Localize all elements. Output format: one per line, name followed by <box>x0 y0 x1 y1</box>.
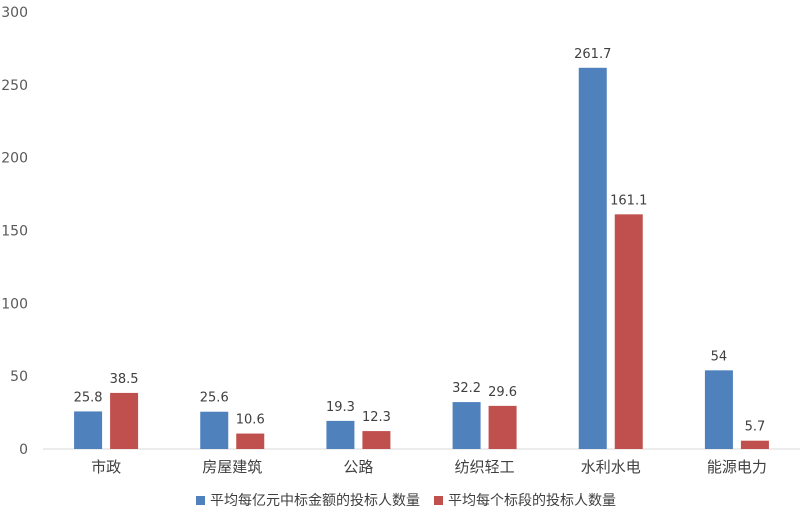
data-label-series-1: 25.8 <box>74 390 103 405</box>
bar-series-2 <box>362 431 391 449</box>
data-label-series-1: 261.7 <box>574 47 611 62</box>
bar-series-2 <box>614 214 643 449</box>
data-label-series-2: 10.6 <box>236 413 265 428</box>
legend-label-series-1: 平均每亿元中标金额的投标人数量 <box>210 493 420 509</box>
data-label-series-1: 32.2 <box>452 381 481 396</box>
data-label-series-1: 19.3 <box>326 400 355 415</box>
bar-series-1 <box>326 420 355 449</box>
data-label-series-2: 5.7 <box>745 420 766 435</box>
y-tick-label: 50 <box>10 369 28 385</box>
bar-series-1 <box>200 411 229 449</box>
bar-series-2 <box>740 440 769 449</box>
legend: 平均每亿元中标金额的投标人数量 平均每个标段的投标人数量 <box>0 490 812 510</box>
legend-swatch-series-1 <box>196 495 205 505</box>
y-tick-label: 0 <box>19 442 28 458</box>
bar-series-2 <box>488 405 517 449</box>
x-tick-label: 水利水电 <box>581 458 641 476</box>
data-label-series-2: 38.5 <box>110 372 139 387</box>
bar-series-1 <box>704 370 733 449</box>
y-tick-label: 300 <box>1 5 28 21</box>
y-tick-label: 150 <box>1 224 28 240</box>
legend-swatch-series-2 <box>434 495 443 505</box>
bar-series-2 <box>236 433 265 449</box>
y-tick-label: 200 <box>1 151 28 167</box>
x-tick-label: 公路 <box>343 458 373 476</box>
y-tick-label: 250 <box>1 78 28 94</box>
legend-item-series-1: 平均每亿元中标金额的投标人数量 <box>196 490 420 510</box>
bar-series-1 <box>74 411 103 449</box>
bar-series-2 <box>110 392 139 449</box>
legend-label-series-2: 平均每个标段的投标人数量 <box>448 493 616 509</box>
x-tick-label: 房屋建筑 <box>202 458 262 476</box>
x-tick-label: 市政 <box>91 458 121 476</box>
legend-item-series-2: 平均每个标段的投标人数量 <box>434 490 616 510</box>
data-label-series-2: 29.6 <box>488 385 517 400</box>
data-label-series-2: 161.1 <box>610 193 647 208</box>
bar-series-1 <box>578 67 607 449</box>
y-tick-label: 100 <box>1 296 28 312</box>
x-tick-label: 纺织轻工 <box>455 458 515 476</box>
data-label-series-1: 54 <box>711 349 728 364</box>
data-label-series-2: 12.3 <box>362 410 391 425</box>
bar-chart: 0 50 100 150 200 250 300 25.8 38.5 市政 25.6 10.6 房屋建筑… <box>1 5 800 476</box>
data-label-series-1: 25.6 <box>200 391 229 406</box>
bar-series-1 <box>452 402 481 449</box>
x-tick-label: 能源电力 <box>707 458 767 476</box>
